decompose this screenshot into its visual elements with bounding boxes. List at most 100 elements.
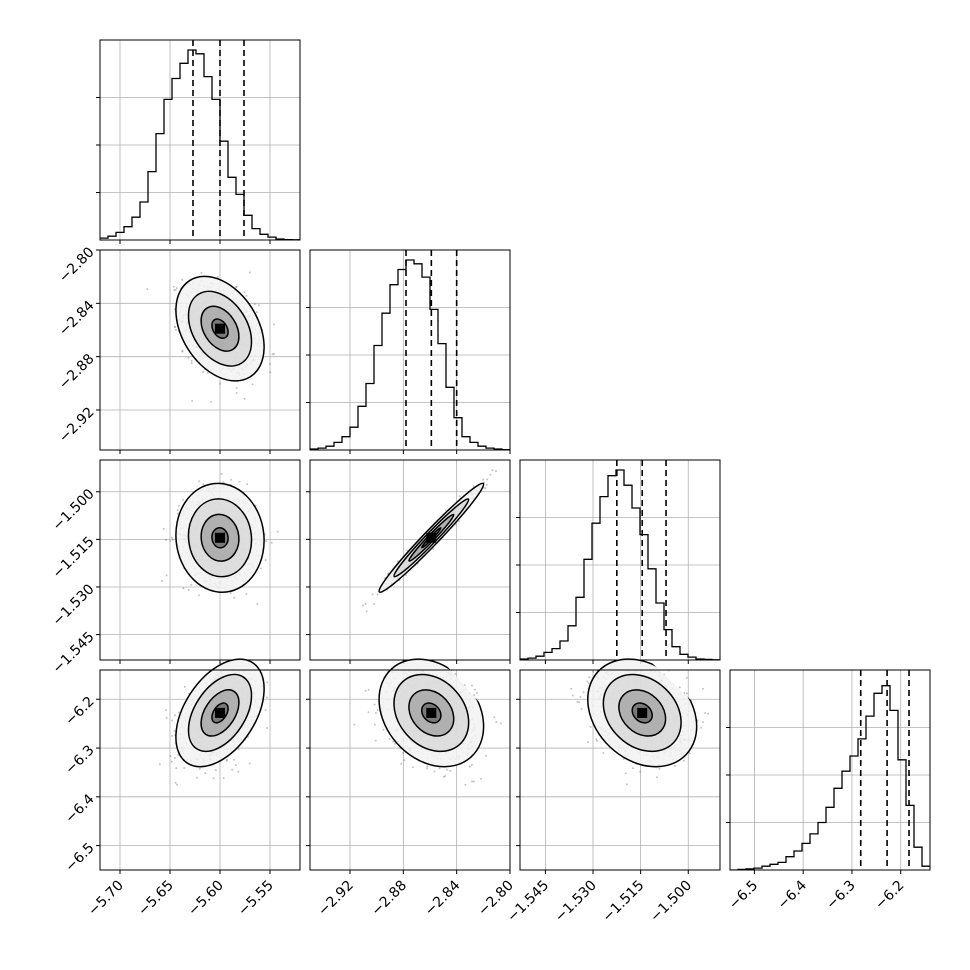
scatter-point: [251, 383, 254, 386]
contour-line: [211, 318, 229, 340]
contour-line: [378, 482, 485, 593]
scatter-point: [243, 397, 246, 400]
scatter-point: [214, 769, 217, 772]
x-tick-label: −5.55: [235, 878, 277, 920]
scatter-point: [473, 694, 476, 697]
contour-line: [211, 702, 229, 724]
scatter-point: [246, 483, 249, 486]
scatter-point: [173, 714, 176, 717]
scatter-point: [162, 527, 165, 530]
scatter-point: [212, 777, 215, 780]
scatter-point: [182, 587, 185, 590]
scatter-point: [254, 649, 256, 651]
scatter-point: [365, 610, 368, 613]
contour-line: [175, 658, 265, 768]
scatter-point: [371, 593, 374, 596]
scatter-point: [204, 772, 207, 775]
scatter-point: [268, 363, 271, 365]
scatter-point: [146, 288, 149, 291]
scatter-point: [169, 755, 172, 758]
panel-2-2: [516, 459, 721, 664]
scatter-point: [203, 662, 205, 664]
scatter-point: [271, 353, 274, 356]
y-tick-label: −1.515: [50, 534, 98, 582]
scatter-point: [202, 371, 205, 373]
scatter-point: [373, 703, 376, 706]
scatter-point: [161, 580, 164, 582]
scatter-point: [631, 767, 634, 770]
scatter-point: [382, 728, 385, 731]
scatter-point: [406, 549, 409, 552]
scatter-point: [226, 656, 228, 658]
scatter-point: [248, 271, 251, 274]
scatter-point: [222, 481, 225, 484]
scatter-point: [256, 654, 258, 656]
scatter-point: [471, 780, 474, 783]
scatter-point: [602, 752, 605, 754]
scatter-point: [265, 727, 268, 729]
scatter-point: [458, 520, 460, 523]
scatter-point: [252, 638, 254, 640]
scatter-point: [198, 480, 201, 483]
scatter-point: [164, 709, 167, 712]
scatter-point: [374, 739, 377, 742]
scatter-point: [265, 696, 268, 699]
histogram-0: [100, 49, 300, 240]
contour-line: [187, 673, 253, 753]
scatter-point: [226, 650, 228, 652]
scatter-point: [489, 473, 492, 476]
scatter-point: [571, 694, 574, 697]
panel-2-0: −1.545−1.530−1.515−1.500: [50, 459, 301, 677]
scatter-point: [176, 512, 179, 515]
scatter-point: [173, 756, 176, 759]
scatter-point: [173, 326, 176, 329]
scatter-point: [402, 752, 405, 754]
x-tick-label: −2.84: [422, 877, 464, 919]
scatter-point: [445, 768, 448, 771]
scatter-point: [373, 602, 376, 605]
scatter-point: [233, 596, 236, 599]
histogram-1: [310, 259, 510, 450]
scatter-point: [376, 593, 379, 596]
panel-frame: [99, 249, 301, 451]
contour-line: [175, 275, 265, 382]
scatter-point: [472, 780, 475, 783]
y-tick-label: −2.80: [56, 244, 98, 286]
scatter-point: [181, 350, 184, 353]
scatter-point: [392, 740, 395, 743]
scatter-point: [373, 723, 376, 726]
scatter-point: [256, 603, 259, 605]
panel-3-0: −6.5−6.4−6.3−6.2−5.70 −5.65 −5.60 −5.55: [62, 638, 301, 920]
panel-frame: [309, 249, 511, 451]
panel-3-2: −1.545 −1.530 −1.515 −1.500: [504, 658, 721, 925]
scatter-point: [248, 762, 251, 765]
contour-line: [187, 498, 253, 578]
scatter-point: [449, 769, 452, 772]
scatter-point: [209, 401, 212, 403]
panel-frame: [99, 669, 301, 871]
scatter-point: [500, 722, 502, 725]
scatter-point: [403, 759, 406, 761]
scatter-point: [418, 651, 420, 653]
scatter-point: [427, 646, 429, 648]
scatter-point: [493, 716, 496, 719]
panel-1-1: [306, 249, 511, 454]
scatter-point: [183, 767, 186, 769]
y-tick-label: −6.3: [62, 742, 97, 777]
scatter-point: [257, 304, 260, 307]
x-tick-label: −5.70: [85, 878, 127, 920]
scatter-point: [170, 536, 173, 539]
y-tick-label: −6.2: [62, 694, 97, 729]
contour-line: [393, 673, 470, 753]
scatter-point: [190, 362, 193, 365]
scatter-point: [427, 654, 429, 656]
scatter-point: [495, 721, 498, 723]
scatter-point: [235, 285, 238, 288]
scatter-point: [237, 770, 240, 773]
scatter-point: [176, 509, 179, 512]
scatter-point: [191, 399, 194, 402]
scatter-point: [190, 583, 193, 586]
scatter-point: [472, 485, 475, 488]
scatter-point: [235, 286, 238, 289]
